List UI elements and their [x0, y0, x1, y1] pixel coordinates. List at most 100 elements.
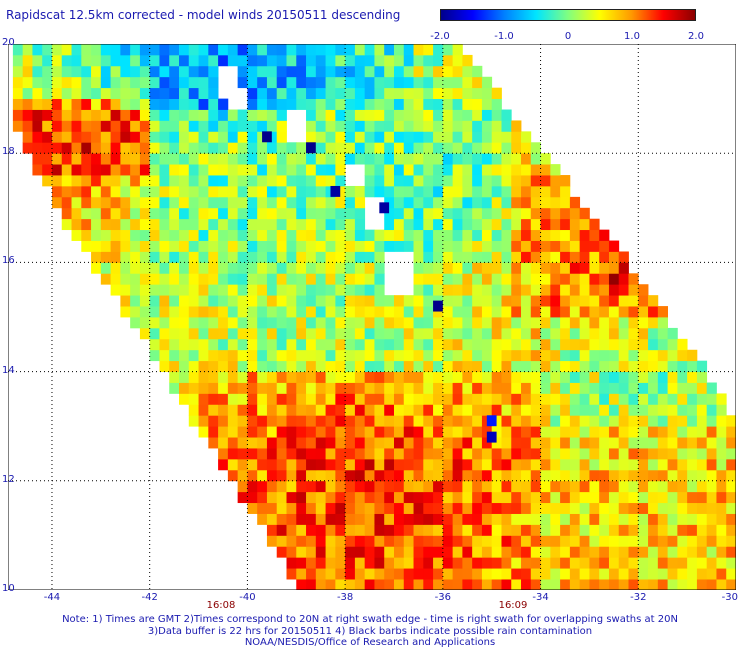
- data-cell: [540, 557, 551, 569]
- data-cell: [218, 437, 229, 449]
- data-cell: [208, 153, 219, 165]
- data-cell: [237, 229, 248, 241]
- data-cell: [491, 502, 502, 514]
- data-cell: [472, 262, 483, 274]
- data-cell: [560, 437, 571, 449]
- data-cell: [393, 469, 405, 482]
- data-cell: [169, 153, 180, 165]
- data-cell: [276, 349, 287, 362]
- data-cell: [599, 393, 610, 405]
- data-cell: [472, 142, 483, 154]
- data-cell: [286, 426, 297, 438]
- data-cell: [462, 480, 473, 493]
- data-cell: [315, 502, 326, 514]
- data-cell: [237, 306, 248, 318]
- data-cell: [638, 306, 649, 318]
- data-cell: [32, 164, 43, 176]
- data-cell: [130, 262, 141, 274]
- data-cell: [433, 437, 444, 449]
- data-cell: [100, 175, 111, 187]
- data-cell: [276, 65, 287, 78]
- data-cell: [266, 207, 278, 220]
- data-cell: [91, 76, 102, 89]
- data-cell: [521, 240, 532, 252]
- data-cell: [491, 360, 502, 372]
- data-cell: [618, 502, 629, 514]
- data-cell: [550, 327, 561, 340]
- data-cell: [257, 437, 268, 449]
- data-cell: [61, 164, 72, 176]
- data-cell: [257, 87, 268, 99]
- data-cell: [51, 131, 63, 143]
- data-cell: [266, 76, 278, 89]
- data-cell: [247, 415, 258, 427]
- data-cell: [403, 164, 414, 176]
- data-cell: [91, 207, 102, 220]
- data-cell: [442, 480, 454, 493]
- data-cell: [716, 404, 727, 416]
- data-cell: [530, 502, 541, 514]
- data-cell: [667, 546, 678, 558]
- data-cell: [472, 338, 483, 351]
- data-cell: [218, 327, 229, 340]
- data-cell: [110, 273, 121, 285]
- data-cell: [139, 284, 151, 296]
- data-cell: [286, 415, 297, 427]
- data-cell: [345, 513, 356, 525]
- data-cell: [120, 229, 131, 241]
- data-cell: [481, 185, 493, 198]
- data-cell: [530, 306, 541, 318]
- data-cell: [560, 393, 571, 405]
- data-cell: [677, 568, 688, 580]
- data-cell: [579, 295, 590, 307]
- data-cell: [452, 524, 463, 536]
- data-cell: [179, 273, 190, 285]
- data-cell: [442, 229, 454, 241]
- data-cell: [384, 87, 395, 99]
- wind-difference-map[interactable]: [8, 44, 736, 590]
- data-cell: [227, 229, 239, 241]
- data-cell: [501, 317, 512, 329]
- data-cell: [706, 579, 717, 590]
- data-cell: [403, 175, 414, 187]
- data-cell: [159, 131, 170, 143]
- data-cell: [579, 218, 590, 231]
- data-cell: [296, 535, 307, 547]
- data-cell: [227, 426, 239, 438]
- data-cell: [589, 502, 600, 514]
- data-cell: [306, 437, 317, 449]
- data-cell: [393, 207, 405, 220]
- data-cell: [247, 338, 258, 351]
- data-cell: [403, 229, 414, 241]
- data-cell: [569, 535, 581, 547]
- data-cell: [354, 229, 366, 241]
- data-cell: [569, 437, 581, 449]
- data-cell: [42, 109, 53, 121]
- data-cell: [247, 207, 258, 220]
- data-cell: [462, 54, 473, 67]
- data-cell: [433, 371, 444, 383]
- data-cell: [423, 153, 434, 165]
- data-cell: [149, 131, 160, 143]
- data-cell: [589, 404, 600, 416]
- data-cell: [384, 349, 395, 362]
- data-cell: [628, 480, 639, 493]
- data-cell: [579, 349, 590, 362]
- data-cell: [42, 131, 53, 143]
- data-cell: [413, 273, 424, 285]
- data-cell: [423, 87, 434, 99]
- data-cell: [198, 109, 209, 121]
- data-cell: [481, 109, 493, 121]
- data-cell: [120, 65, 131, 78]
- data-cell: [472, 295, 483, 307]
- data-cell: [618, 273, 629, 285]
- data-cell: [716, 415, 727, 427]
- data-cell: [296, 469, 307, 482]
- data-cell: [481, 579, 493, 590]
- data-cell: [227, 207, 239, 220]
- data-cell: [218, 196, 229, 209]
- data-cell: [149, 120, 160, 132]
- data-cell: [540, 458, 551, 471]
- data-cell: [364, 185, 375, 198]
- data-cell: [218, 142, 229, 154]
